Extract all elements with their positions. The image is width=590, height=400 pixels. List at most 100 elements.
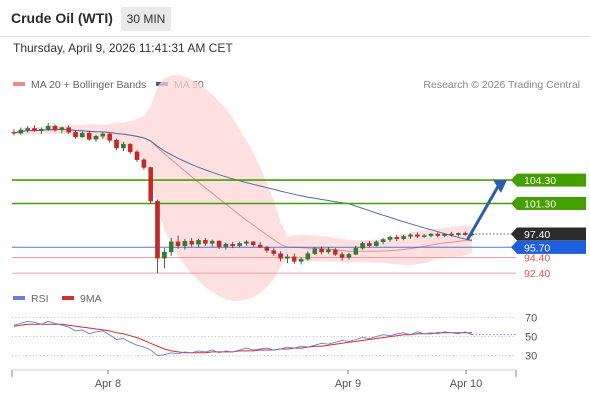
candle-body	[168, 241, 174, 253]
candle-body	[326, 249, 331, 253]
forecast-arrow-head	[493, 179, 507, 193]
candle-body	[298, 258, 304, 262]
candle-body	[209, 240, 215, 244]
candle-body	[415, 234, 420, 237]
rsi-line	[13, 320, 473, 357]
rsi-ma-swatch	[62, 296, 74, 301]
instrument-title: Crude Oil (WTI)	[11, 10, 113, 26]
ma50-line	[13, 128, 473, 242]
candle-body	[380, 239, 386, 242]
candle-body	[182, 240, 188, 247]
candle-body	[462, 232, 468, 235]
candle-body	[148, 167, 154, 202]
candle-body	[271, 250, 277, 254]
candle-body	[312, 248, 318, 254]
candle-body	[449, 233, 454, 236]
candle-body	[86, 132, 92, 140]
candle-body	[25, 128, 31, 131]
legend-rsi: RSI	[13, 293, 49, 305]
legend-9ma: 9MA	[62, 293, 102, 305]
candle-body	[134, 151, 140, 160]
price-tag-bg-104.30	[517, 173, 586, 187]
candle-body	[435, 233, 441, 236]
price-label-104.30: 104.30	[524, 175, 556, 187]
candle-body	[367, 243, 372, 246]
candle-body	[52, 125, 58, 131]
price-label-92.40: 92.40	[524, 268, 550, 280]
candle-body	[360, 243, 365, 249]
candle-body	[79, 132, 85, 138]
x-tick-label: Apr 10	[450, 378, 482, 390]
ma20-label: MA 20 + Bollinger Bands	[31, 79, 147, 91]
x-tick-label: Apr 9	[335, 378, 361, 390]
chart-header: Crude Oil (WTI) 30 MIN	[0, 0, 590, 37]
candle-body	[223, 243, 229, 247]
candle-body	[66, 127, 71, 133]
candle-body	[121, 143, 126, 149]
rsi-tick-70: 70	[525, 313, 537, 325]
candle-body	[141, 159, 147, 168]
candle-body	[244, 241, 249, 244]
price-tag-bg-101.30	[517, 197, 586, 210]
rsi-tick-50: 50	[525, 332, 537, 344]
candle-body	[278, 253, 283, 259]
candle-body	[196, 240, 201, 245]
candle-body	[319, 248, 324, 253]
price-label-front: 95.70	[524, 242, 550, 254]
price-tag-bg-97.40	[517, 227, 586, 241]
candle-body	[18, 129, 24, 134]
candle-body	[93, 135, 99, 140]
x-tick-label: Apr 8	[95, 378, 121, 390]
candle-body	[155, 200, 160, 259]
candle-body	[100, 133, 106, 137]
price-tag-point-97.40	[511, 227, 517, 241]
candle-body	[428, 233, 434, 236]
forecast-arrow-shaft	[466, 183, 501, 241]
candle-body	[387, 236, 393, 240]
rsi-tick-30: 30	[525, 351, 537, 363]
price-label-101.30: 101.30	[524, 199, 556, 211]
ma20-swatch	[13, 82, 25, 87]
candle-body	[305, 253, 311, 260]
price-tag-bg-front	[517, 240, 586, 254]
candle-body	[230, 243, 236, 246]
candle-body	[216, 240, 222, 247]
rsi-label: RSI	[31, 293, 49, 305]
candle-body	[114, 139, 119, 149]
candle-body	[401, 236, 406, 239]
candle-body	[250, 241, 256, 246]
candle-body	[189, 240, 195, 245]
candle-body	[203, 240, 208, 244]
legend-ma20: MA 20 + Bollinger Bands	[13, 79, 146, 91]
price-tag-point-95.70	[511, 240, 517, 254]
candle-body	[257, 244, 263, 248]
candle-body	[32, 128, 37, 131]
candle-body	[339, 254, 345, 258]
candle-body	[353, 247, 359, 255]
candle-body	[408, 234, 413, 237]
candle-body	[11, 132, 17, 134]
candle-body	[264, 247, 270, 251]
candle-body	[394, 236, 400, 239]
rsi-ma-label: 9MA	[80, 293, 102, 305]
candle-body	[333, 249, 338, 255]
candle-body	[107, 133, 112, 141]
timeframe-button[interactable]: 30 MIN	[121, 7, 171, 31]
candle-body	[45, 125, 51, 130]
rsi-swatch	[13, 296, 25, 301]
candle-body	[442, 233, 447, 236]
price-tag-point-104.30	[511, 173, 517, 187]
bollinger-band	[14, 74, 472, 302]
price-tag-point-101.30	[511, 197, 517, 210]
candle-body	[291, 256, 297, 262]
candle-body	[285, 256, 290, 259]
candle-body	[346, 254, 352, 258]
rsi-legend: RSI 9MA	[0, 293, 300, 307]
candle-body	[175, 241, 181, 246]
candle-body	[73, 132, 78, 138]
candle-body	[374, 241, 379, 246]
candle-body	[237, 243, 242, 246]
candle-body	[162, 251, 167, 259]
timestamp: Thursday, April 9, 2026 11:41:31 AM CET	[13, 41, 233, 55]
